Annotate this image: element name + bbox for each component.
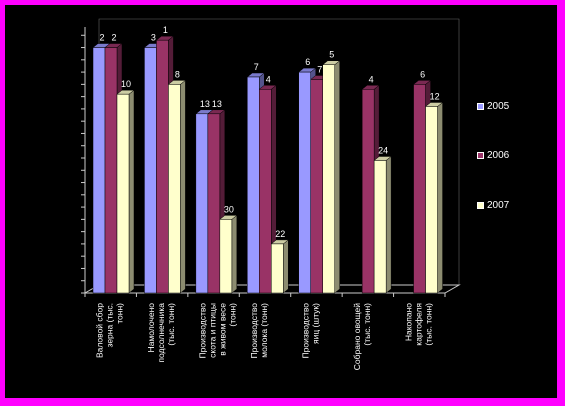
- bar-2006: [310, 79, 323, 294]
- legend-item-2006: 2006: [477, 149, 537, 161]
- bar-2006: [259, 89, 272, 294]
- x-tick-label-line: Накопано: [403, 303, 413, 341]
- data-label-2005: 13: [200, 99, 210, 109]
- data-label-2007: 22: [275, 229, 285, 239]
- bar-2007: [219, 219, 233, 294]
- data-label-2006: 2: [111, 33, 116, 43]
- bar-side-2007: [437, 101, 443, 294]
- x-tick-label-line: картофеля: [413, 303, 423, 346]
- bar-2006: [413, 84, 426, 294]
- x-tick-label-line: Валовой сбор: [95, 303, 105, 358]
- x-tick-label-line: (тыс. тонн): [423, 303, 433, 346]
- data-label-2006: 4: [369, 74, 374, 84]
- data-label-2005: 2: [99, 33, 104, 43]
- legend-label-2007: 2007: [487, 199, 510, 211]
- bar-2007: [425, 106, 438, 294]
- x-tick-label: Собрано овощей (тыс. тонн): [352, 303, 372, 370]
- data-label-2006: 4: [266, 74, 271, 84]
- bar-side-2007: [283, 239, 289, 294]
- x-tick-label: Накопано картофеля (тыс. тонн): [403, 303, 433, 346]
- bar-2007: [373, 160, 387, 294]
- legend-swatch-2005: [477, 102, 484, 110]
- data-label-2006: 6: [420, 69, 425, 79]
- data-label-2007: 10: [121, 79, 131, 89]
- bar-2005: [92, 47, 106, 294]
- x-tick-label-line: Производство: [198, 303, 208, 359]
- data-label-2006: 13: [212, 99, 222, 109]
- legend-label-2005: 2005: [487, 100, 510, 112]
- legend-swatch-2007: [477, 201, 484, 209]
- data-label-2007: 5: [329, 50, 334, 60]
- bar-side-2007: [385, 155, 392, 294]
- data-label-2007: 24: [378, 145, 388, 155]
- x-tick-label-line: молока (тонн): [259, 303, 269, 358]
- bar-2005: [247, 76, 260, 294]
- x-tick-label-line: Производство: [300, 303, 310, 359]
- bar-side-2007: [231, 214, 238, 294]
- x-tick-label-line: Производство: [249, 303, 259, 359]
- x-tick-label-line: (тонн): [228, 303, 238, 327]
- chart-frame: 2 3 13 7 6 2 1 13 4 7 4 6 10 8 30 22 5 24 12 Валовой сбор зе…: [5, 5, 557, 398]
- bar-2006: [156, 39, 169, 294]
- bar-2007: [168, 84, 181, 294]
- x-tick-label-line: в живом весе: [218, 303, 228, 356]
- data-label-2006: 1: [163, 25, 168, 35]
- data-label-2005: 3: [151, 33, 156, 43]
- x-tick-label: Производство молока (тонн): [249, 303, 269, 359]
- bar-2005: [195, 113, 209, 294]
- x-tick-label-line: (тыс. тонн): [362, 303, 372, 346]
- data-label-2005: 6: [305, 57, 310, 67]
- x-tick-label: Валовой сбор зерна (тыс. тонн): [95, 303, 125, 358]
- bar-2006: [207, 113, 221, 294]
- legend-label-2006: 2006: [487, 149, 510, 161]
- x-tick-label-line: зерна (тыс.: [105, 303, 115, 347]
- legend-item-2005: 2005: [477, 100, 537, 112]
- bar-2006: [361, 89, 375, 294]
- bar-2007: [322, 64, 335, 294]
- legend-swatch-2006: [477, 151, 484, 159]
- x-tick-label-line: Собрано овощей: [352, 303, 362, 370]
- x-tick-label: Производство скота и птицы в живом весе (то…: [198, 303, 238, 359]
- x-tick-label-line: скота и птицы: [208, 303, 218, 358]
- bar-side-2007: [128, 89, 135, 294]
- data-label-2005: 7: [254, 62, 259, 72]
- bar-2005: [298, 71, 311, 294]
- bar-2007: [116, 93, 130, 294]
- data-label-2006: 7: [317, 64, 322, 74]
- bar-2007: [271, 243, 284, 294]
- data-label-2007: 30: [224, 204, 234, 214]
- x-tick-label-line: Намолочено: [146, 303, 156, 353]
- x-tick-label-line: тонн): [115, 303, 125, 324]
- bar-2005: [144, 47, 157, 294]
- x-tick-label: Намолочено подсолнечника (тыс. тонн): [146, 303, 176, 363]
- x-tick-label: Производство яиц (штук): [300, 303, 320, 359]
- legend-item-2007: 2007: [477, 199, 537, 211]
- data-label-2007: 8: [175, 69, 180, 79]
- bar-side-2007: [180, 79, 186, 294]
- data-label-2007: 12: [430, 91, 440, 101]
- x-tick-label-line: яиц (штук): [310, 303, 320, 344]
- x-tick-label-line: подсолнечника: [156, 303, 166, 363]
- x-tick-label-line: (тыс. тонн): [166, 303, 176, 346]
- bar-side-2007: [334, 60, 340, 294]
- bar-2006: [104, 47, 118, 294]
